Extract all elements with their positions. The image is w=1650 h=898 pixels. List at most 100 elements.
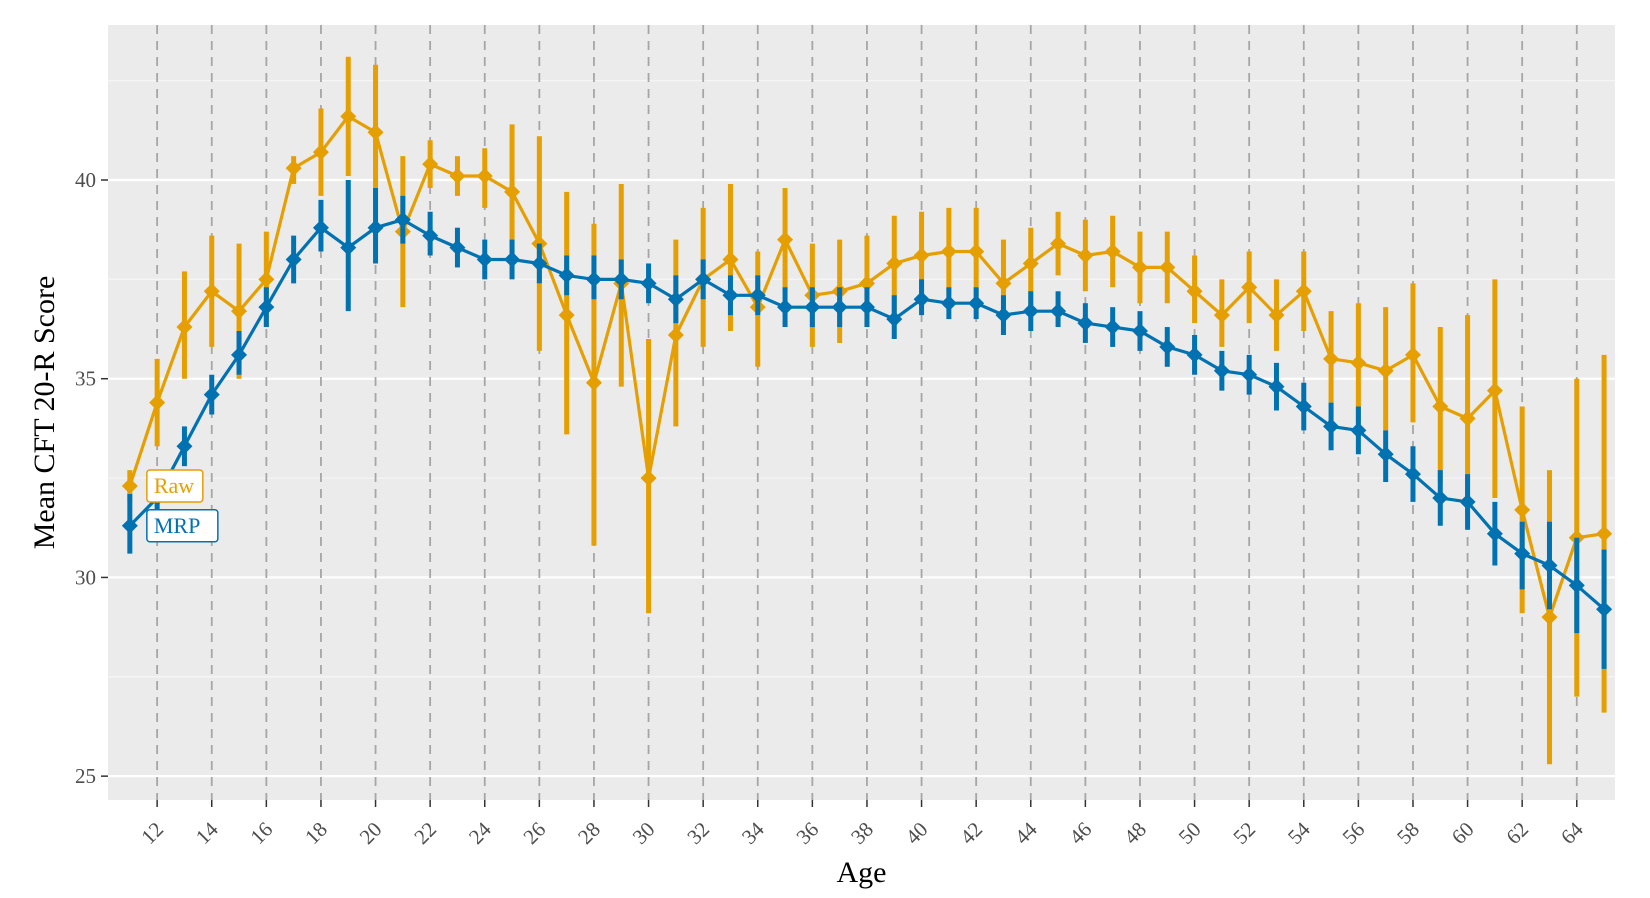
mrp-tag-box — [146, 509, 219, 543]
raw-point — [777, 231, 794, 248]
mrp-point — [1404, 466, 1421, 483]
mrp-point — [340, 239, 357, 256]
mrp-point — [1186, 346, 1203, 363]
mrp-point — [995, 307, 1012, 324]
raw-point — [1596, 525, 1613, 542]
mrp-point — [285, 251, 302, 268]
raw-point — [1404, 346, 1421, 363]
mrp-point — [886, 311, 903, 328]
x-tick-label: 54 — [1283, 817, 1315, 849]
mrp-point — [777, 299, 794, 316]
mrp-point — [1295, 398, 1312, 415]
mrp-point — [367, 219, 384, 236]
raw-point — [1432, 398, 1449, 415]
raw-point — [722, 251, 739, 268]
raw-point — [1377, 362, 1394, 379]
raw-point — [340, 108, 357, 125]
mrp-point — [722, 287, 739, 304]
raw-point — [258, 271, 275, 288]
mrp-point — [1568, 577, 1585, 594]
mrp-point — [558, 267, 575, 284]
raw-point — [667, 327, 684, 343]
series-mrp — [121, 180, 1613, 669]
mrp-point — [531, 255, 548, 272]
x-tick-label: 18 — [300, 817, 332, 849]
mrp-point — [1077, 315, 1094, 332]
raw-point — [1486, 382, 1503, 399]
x-tick-label: 38 — [846, 817, 878, 849]
mrp-point — [258, 299, 275, 316]
x-tick-label: 14 — [191, 817, 223, 849]
mrp-point — [394, 211, 411, 228]
x-tick-label: 40 — [901, 817, 933, 849]
x-tick-label: 62 — [1501, 817, 1533, 849]
x-tick-label: 60 — [1447, 817, 1479, 849]
mrp-point — [968, 295, 985, 312]
raw-point — [640, 470, 657, 487]
x-tick-label: 56 — [1338, 817, 1370, 849]
raw-point — [858, 275, 875, 292]
mrp-point — [1131, 323, 1148, 340]
mrp-point — [1541, 557, 1558, 574]
x-tick-label: 22 — [409, 817, 441, 849]
mrp-point — [1159, 338, 1176, 355]
raw-point — [995, 275, 1012, 292]
mrp-point — [749, 287, 766, 304]
y-tick-label: 40 — [75, 168, 96, 192]
raw-point — [886, 255, 903, 272]
raw-point — [940, 243, 957, 260]
mrp-point — [1432, 489, 1449, 506]
raw-point — [1350, 354, 1367, 371]
mrp-point — [422, 227, 439, 244]
mrp-point — [1459, 493, 1476, 510]
mrp-point — [476, 251, 493, 268]
raw-point — [1104, 243, 1121, 260]
x-tick-label: 58 — [1392, 817, 1424, 849]
mrp-point — [449, 239, 466, 256]
raw-point — [504, 183, 521, 200]
x-tick-label: 50 — [1174, 817, 1206, 849]
raw-tag-box — [146, 469, 204, 503]
raw-series-label: Raw — [154, 473, 194, 498]
mrp-point — [1514, 545, 1531, 562]
mrp-point — [940, 295, 957, 312]
raw-point — [1050, 235, 1067, 252]
raw-point — [449, 168, 466, 185]
raw-point — [312, 144, 329, 161]
raw-point — [1323, 350, 1340, 367]
mrp-point — [585, 271, 602, 288]
raw-point — [422, 156, 439, 173]
raw-point — [1022, 255, 1039, 272]
y-tick-label: 35 — [75, 367, 96, 391]
raw-point — [1077, 247, 1094, 264]
raw-point — [176, 319, 193, 336]
raw-point — [1186, 283, 1203, 300]
x-tick-label: 46 — [1065, 817, 1097, 849]
raw-point — [913, 247, 930, 264]
raw-point — [1241, 279, 1258, 296]
raw-point — [1459, 410, 1476, 427]
x-tick-label: 34 — [737, 817, 769, 849]
mrp-point — [1050, 303, 1067, 320]
x-tick-label: 12 — [136, 817, 168, 849]
raw-point — [231, 303, 248, 320]
mrp-point — [312, 219, 329, 236]
mrp-point — [1268, 378, 1285, 395]
y-tick-label: 25 — [75, 764, 96, 788]
raw-point — [1213, 307, 1230, 324]
mrp-point — [121, 517, 138, 534]
mrp-point — [1486, 525, 1503, 542]
raw-point — [285, 160, 302, 177]
mrp-point — [1350, 422, 1367, 439]
x-tick-label: 24 — [464, 817, 496, 849]
mrp-point — [1596, 601, 1613, 618]
raw-point — [1268, 307, 1285, 324]
mrp-point — [1323, 418, 1340, 435]
y-axis-title: Mean CFT 20-R Score — [28, 276, 61, 550]
mrp-point — [695, 271, 712, 288]
mrp-point — [1377, 446, 1394, 463]
x-tick-label: 26 — [518, 817, 550, 849]
raw-point — [121, 478, 138, 495]
mrp-series-label: MRP — [154, 513, 200, 538]
raw-point — [476, 168, 493, 185]
